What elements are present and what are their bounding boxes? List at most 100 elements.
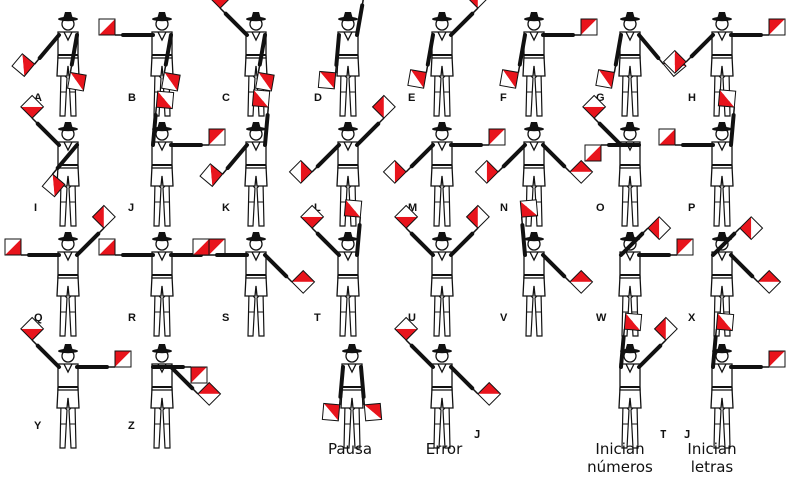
signal-i: I — [20, 94, 114, 233]
signaller-figure — [582, 94, 642, 227]
legs — [713, 180, 731, 227]
signaller-figure — [98, 232, 226, 337]
signaller-figure — [394, 204, 490, 337]
signaller-figure — [499, 12, 598, 117]
letter-label: T — [314, 312, 321, 324]
left-arm — [425, 33, 435, 67]
left-flag — [190, 366, 208, 384]
right-arm — [729, 253, 755, 279]
right-flag — [251, 89, 271, 108]
right-flag — [291, 269, 316, 294]
signal-v: V — [488, 199, 594, 343]
signaller-figure — [618, 312, 678, 449]
right-flag — [676, 238, 694, 256]
letter-label: U — [408, 312, 416, 324]
signal-d: D — [302, 0, 394, 123]
right-arm — [69, 33, 79, 67]
right-flag — [208, 128, 226, 146]
caption-line: números — [587, 458, 653, 476]
right-flag — [197, 381, 222, 406]
caption-line: Inician — [595, 440, 645, 458]
signaller-figure — [394, 316, 502, 449]
letter-label: G — [596, 92, 605, 104]
right-flag — [477, 381, 502, 406]
signal-o: O — [582, 94, 676, 233]
legs — [433, 180, 451, 227]
signaller-figure — [658, 89, 737, 227]
signal-t: T — [300, 199, 394, 343]
left-flag — [394, 316, 419, 341]
left-flag — [474, 159, 499, 184]
left-flag — [407, 69, 427, 89]
legs — [153, 402, 171, 449]
letter-label: E — [408, 92, 416, 104]
right-arm — [449, 231, 475, 257]
left-arm — [689, 33, 715, 59]
signaller-figure — [407, 0, 490, 117]
left-arm — [334, 33, 341, 67]
letter-label: D — [314, 92, 322, 104]
left-flag — [662, 49, 687, 74]
right-flag — [584, 144, 602, 162]
signal-z: Z — [116, 340, 222, 455]
signaller-figure — [199, 89, 271, 227]
left-flag — [98, 238, 116, 256]
signaller-figure — [474, 122, 594, 227]
letter-label: P — [688, 202, 696, 214]
left-flag — [623, 312, 643, 332]
right-flag — [653, 316, 678, 341]
left-flag — [658, 128, 676, 146]
left-flag — [499, 69, 519, 89]
left-arm — [520, 223, 527, 257]
letter-label: R — [128, 312, 136, 324]
left-flag — [715, 312, 735, 332]
signaller-figure — [382, 122, 506, 227]
signal-k: K — [199, 89, 302, 233]
signal-caption: Inician números — [574, 440, 666, 476]
signal-q: Q — [4, 204, 116, 343]
left-flag — [155, 90, 175, 110]
left-flag — [11, 53, 36, 78]
signaller-figure — [11, 12, 87, 117]
legs — [153, 180, 171, 227]
legs — [247, 180, 265, 227]
marker-tag: J — [684, 428, 691, 441]
signal-b: B — [98, 8, 208, 123]
left-flag — [300, 204, 325, 229]
letter-label: Y — [34, 420, 42, 432]
legs — [339, 290, 357, 337]
right-arm — [355, 121, 381, 147]
left-flag — [382, 159, 407, 184]
right-flag — [91, 204, 116, 229]
left-flag — [20, 316, 45, 341]
left-arm — [151, 113, 158, 147]
left-arm — [409, 343, 435, 369]
legs — [621, 180, 639, 227]
signal-j: J — [116, 90, 226, 233]
right-flag — [768, 350, 786, 368]
signaller-figure — [150, 90, 226, 227]
left-arm — [613, 33, 623, 67]
signaller-figure — [98, 12, 181, 117]
letter-label: F — [500, 92, 507, 104]
signal-caption: Inician letras — [666, 440, 758, 476]
letter-label: J — [128, 202, 135, 214]
letter-label: I — [34, 202, 38, 214]
left-arm — [35, 121, 61, 147]
right-flag — [363, 402, 383, 422]
legs — [525, 290, 543, 337]
signaller-figure — [300, 199, 363, 337]
signal-caption: Pausa — [327, 440, 373, 458]
signal-inician-letras — [676, 312, 786, 455]
signal-m: M — [382, 118, 506, 233]
right-arm — [163, 33, 173, 67]
right-arm — [729, 113, 736, 147]
caption-line: Inician — [687, 440, 737, 458]
legs — [621, 402, 639, 449]
legs — [153, 290, 171, 337]
left-arm — [315, 231, 341, 257]
right-arm — [637, 33, 661, 60]
right-arm — [263, 253, 289, 279]
letter-label: X — [688, 312, 696, 324]
legs — [433, 70, 451, 117]
